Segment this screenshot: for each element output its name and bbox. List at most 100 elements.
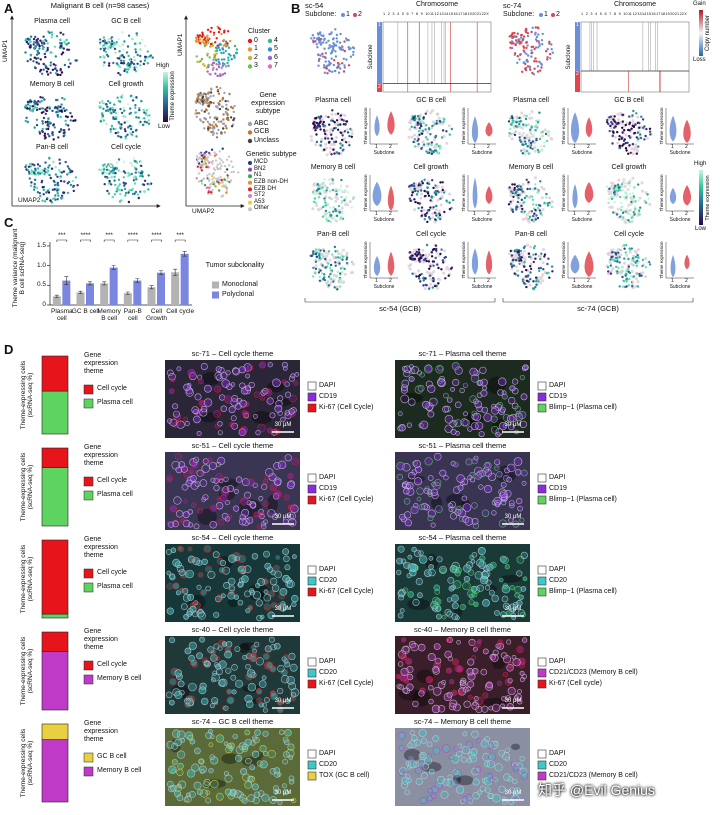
cell-dot: [115, 161, 119, 164]
cell-dot: [523, 256, 527, 260]
legend-swatch: [83, 674, 94, 685]
cell-dot: [202, 62, 205, 66]
cell-dot: [105, 122, 108, 126]
cell-dot: [41, 127, 44, 131]
cell-dot: [318, 279, 322, 282]
cell-dot: [122, 160, 126, 163]
cell-dot: [509, 200, 512, 203]
legend-swatch: [537, 771, 547, 781]
cell-dot: [329, 266, 332, 269]
cell-dot: [206, 174, 209, 177]
cell: [451, 507, 457, 513]
cell-dot: [334, 55, 338, 58]
cell-dot: [628, 181, 631, 185]
cell-dot: [518, 116, 521, 120]
cell-dot: [442, 191, 446, 194]
cell-dot: [327, 60, 330, 63]
cell: [479, 785, 486, 792]
cell-dot: [537, 207, 540, 210]
cell-dot: [609, 264, 612, 267]
cell-dot: [25, 116, 28, 120]
cell-dot: [59, 179, 63, 183]
cell-dot: [452, 198, 455, 202]
cell-dot: [49, 71, 52, 75]
cell: [200, 589, 207, 596]
cell-dot: [34, 45, 38, 48]
cell-dot: [215, 52, 218, 55]
violin: [387, 251, 395, 276]
cell-dot: [514, 273, 517, 276]
cell-dot: [547, 134, 551, 137]
cell-dot: [339, 131, 342, 134]
cell: [265, 388, 272, 394]
cell-dot: [610, 205, 614, 209]
cell-dot: [334, 187, 338, 191]
cell-dot: [622, 143, 625, 146]
cell-dot: [113, 103, 116, 106]
cell-dot: [515, 205, 518, 209]
cell-dot: [331, 70, 334, 74]
cell: [398, 684, 404, 690]
cell-dot: [334, 264, 337, 267]
cell-dot: [314, 193, 317, 196]
cell-dot: [28, 40, 32, 43]
cell-dot: [131, 130, 135, 134]
cell-dot: [607, 197, 610, 200]
cell-dot: [647, 197, 650, 200]
cell-dot: [221, 147, 224, 150]
cell-dot: [215, 47, 219, 50]
cell: [177, 762, 184, 770]
cell-dot: [228, 164, 231, 167]
cell-dot: [347, 46, 350, 49]
cell-dot: [532, 214, 535, 218]
cell-dot: [518, 132, 521, 135]
cell-dot: [203, 42, 207, 45]
cell: [241, 575, 249, 583]
cell: [470, 748, 478, 756]
cell: [404, 789, 411, 796]
cell-dot: [623, 280, 626, 283]
cell-dot: [31, 105, 34, 108]
cell-dot: [413, 145, 417, 148]
cell-dot: [615, 265, 618, 268]
cell-dot: [224, 170, 227, 174]
cell-dot: [545, 139, 549, 143]
cell-dot: [537, 119, 541, 122]
cell: [223, 581, 231, 589]
cell: [277, 460, 287, 469]
cell: [215, 502, 224, 510]
cell-dot: [515, 208, 518, 211]
legend-swatch: [83, 582, 94, 593]
cell-dot: [123, 40, 126, 43]
cell-dot: [334, 112, 338, 116]
cell: [427, 384, 436, 394]
cell-dot: [46, 48, 49, 52]
cell: [521, 480, 527, 486]
cell-dot: [36, 191, 40, 194]
cell: [282, 736, 289, 743]
cell-dot: [509, 194, 513, 198]
cell: [462, 382, 469, 388]
cell: [520, 469, 528, 477]
cell: [201, 464, 210, 473]
error-bar: [149, 285, 154, 290]
cell: [167, 474, 174, 481]
cell-dot: [620, 217, 623, 220]
cell: [203, 545, 212, 553]
cell: [462, 581, 471, 591]
cell: [451, 613, 459, 620]
cell-dot: [325, 218, 328, 221]
cell-dot: [115, 107, 118, 110]
cell-dot: [542, 187, 546, 191]
cell-dot: [532, 203, 535, 206]
cell-dot: [39, 68, 43, 72]
subclone-title: Subclone:: [305, 11, 337, 18]
cell-dot: [330, 197, 333, 201]
cell-dot: [63, 131, 66, 134]
cell-dot: [613, 135, 617, 139]
cell-dot: [523, 196, 527, 200]
umap: [195, 147, 240, 198]
cell-dot: [215, 49, 219, 52]
cell: [219, 494, 228, 502]
cell: [434, 479, 442, 487]
